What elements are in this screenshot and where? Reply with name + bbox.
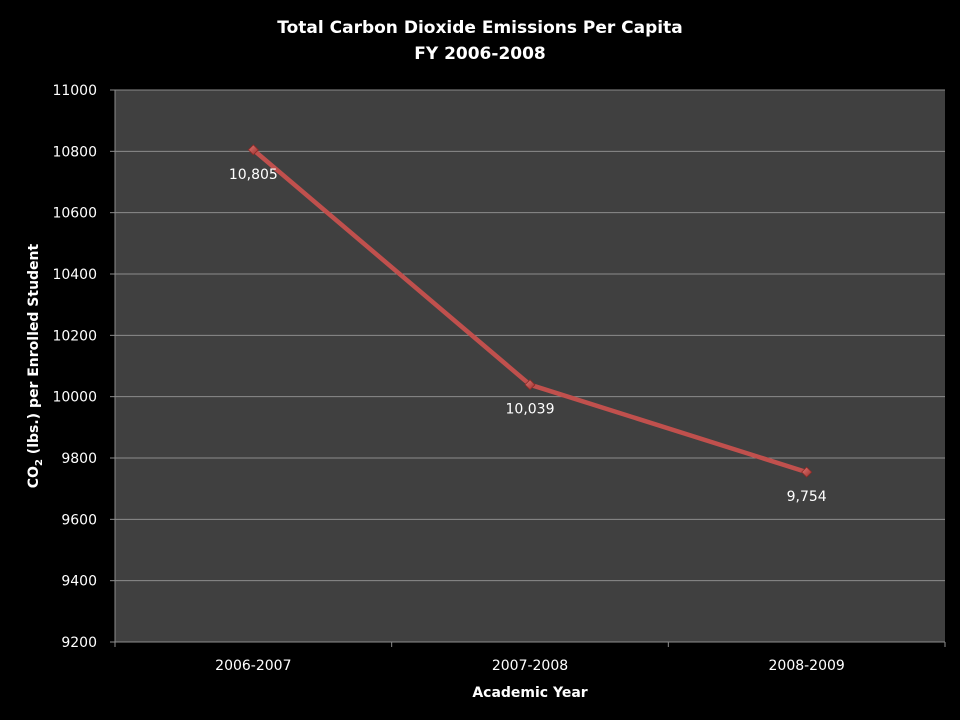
data-point-2006-2007 <box>247 144 259 156</box>
data-label-2008-2009: 9,754 <box>787 489 827 505</box>
y-axis-title-prefix: CO <box>26 466 42 488</box>
x-axis-title: Academic Year <box>472 685 587 701</box>
y-axis-tick-labels: 9200 9400 9600 9800 10000 10200 10400 10600 1080… <box>52 83 97 651</box>
x-tick-label-2008-2009: 2008-2009 <box>769 658 845 674</box>
y-tick-label-9600: 9600 <box>61 512 97 528</box>
series-co2-per-student <box>247 144 813 478</box>
y-tick-label-9800: 9800 <box>61 451 97 467</box>
y-tick-label-10200: 10200 <box>52 328 97 344</box>
y-tick-label-9200: 9200 <box>61 635 97 651</box>
chart-title: Total Carbon Dioxide Emissions Per Capit… <box>277 18 682 38</box>
x-tick-label-2007-2008: 2007-2008 <box>492 658 568 674</box>
y-tick-label-10800: 10800 <box>52 144 97 160</box>
y-axis-title-suffix: (lbs.) per Enrolled Student <box>26 243 42 459</box>
y-tick-label-11000: 11000 <box>52 83 97 99</box>
data-label-2007-2008: 10,039 <box>506 402 555 418</box>
x-tick-label-2006-2007: 2006-2007 <box>215 658 291 674</box>
plot-area <box>115 90 945 642</box>
y-axis-title-subscript: 2 <box>34 459 45 466</box>
data-point-2007-2008 <box>524 379 536 391</box>
y-tick-label-10400: 10400 <box>52 267 97 283</box>
chart-subtitle: FY 2006-2008 <box>414 44 546 64</box>
axes <box>110 89 946 647</box>
y-tick-label-10600: 10600 <box>52 206 97 222</box>
x-axis-tick-labels: 2006-2007 2007-2008 2008-2009 <box>215 658 845 674</box>
data-labels: 10,805 10,039 9,754 <box>229 167 827 505</box>
data-point-2008-2009 <box>801 466 813 478</box>
y-tick-label-9400: 9400 <box>61 574 97 590</box>
y-tick-label-10000: 10000 <box>52 390 97 406</box>
y-axis-title: CO2 (lbs.) per Enrolled Student <box>26 243 45 488</box>
data-label-2006-2007: 10,805 <box>229 167 278 183</box>
